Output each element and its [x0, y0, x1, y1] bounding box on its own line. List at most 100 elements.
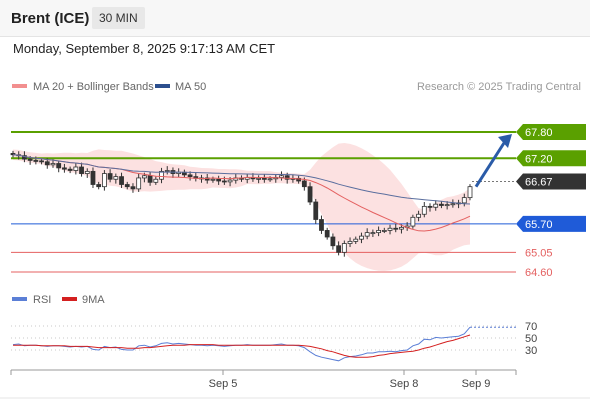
- candle-body: [96, 184, 102, 188]
- credit-text: Research © 2025 Trading Central: [417, 81, 581, 93]
- pivot-label-3: 65.70: [525, 219, 553, 231]
- candle-body: [90, 170, 96, 185]
- candle-body: [141, 175, 147, 179]
- resistance-label-0: 67.80: [525, 127, 553, 139]
- candle-body: [62, 167, 67, 170]
- candle-body: [421, 205, 427, 215]
- rsi-tick-30: 30: [525, 345, 537, 357]
- candle-body: [296, 177, 302, 182]
- candle-body: [159, 170, 164, 180]
- resistance-tag-0: [516, 124, 586, 140]
- ma50-legend-label: MA 50: [175, 81, 206, 93]
- ma20-legend-swatch: [12, 84, 27, 88]
- candle-body: [187, 174, 193, 178]
- candle-body: [347, 240, 353, 244]
- rsi-legend-swatch: [12, 297, 27, 301]
- forecast-arrow-shaft: [474, 142, 506, 188]
- candle-body: [107, 173, 113, 180]
- candle-body: [324, 230, 330, 238]
- candle-body: [433, 203, 439, 208]
- candle-body: [84, 170, 90, 174]
- timestamp: Monday, September 8, 2025 9:17:13 AM CET: [13, 41, 276, 56]
- candle-body: [319, 219, 324, 231]
- candle-body: [136, 177, 142, 190]
- candle-body: [444, 204, 450, 207]
- candle-body: [44, 161, 50, 166]
- candle-body: [370, 232, 376, 235]
- candle-body: [376, 230, 382, 234]
- candle-body: [113, 176, 119, 180]
- rsi-ma-legend-swatch: [62, 297, 77, 301]
- candle-body: [56, 163, 62, 169]
- candle-body: [67, 168, 73, 171]
- candle-body: [416, 213, 421, 218]
- candle-body: [33, 160, 39, 162]
- candle-body: [130, 186, 136, 190]
- candle-body: [427, 205, 433, 208]
- current-label-2: 66.67: [525, 176, 553, 188]
- candle-body: [164, 170, 170, 172]
- candle-body: [439, 203, 444, 206]
- interval-button[interactable]: 30 MIN: [92, 7, 145, 29]
- candle-body: [79, 166, 84, 174]
- x-tick-label: Sep 5: [209, 378, 238, 390]
- candle-body: [210, 178, 216, 181]
- ma50-legend-swatch: [155, 84, 170, 88]
- candle-body: [124, 184, 130, 188]
- candle-body: [307, 186, 313, 203]
- support-label-5: 64.60: [525, 267, 553, 279]
- candle-body: [330, 236, 336, 247]
- candle-body: [39, 160, 44, 163]
- candle-body: [147, 175, 153, 183]
- pivot-tag-3: [516, 215, 586, 232]
- rsi-tick-70: 70: [525, 321, 537, 333]
- candle-body: [221, 180, 227, 183]
- candle-body: [381, 230, 387, 232]
- resistance-tag-1: [516, 150, 586, 167]
- support-label-4: 65.05: [525, 247, 553, 259]
- candle-body: [153, 178, 159, 183]
- candle-body: [227, 179, 233, 183]
- instrument-title: Brent (ICE): [11, 10, 90, 27]
- candle-body: [261, 177, 267, 180]
- x-tick-label: Sep 8: [390, 378, 419, 390]
- rsi-tick-50: 50: [525, 333, 537, 345]
- candle-body: [313, 201, 319, 220]
- rsi-ma-legend-label: 9MA: [82, 294, 105, 306]
- candle-body: [461, 197, 467, 204]
- rsi-line: [12, 326, 471, 362]
- candle-body: [22, 155, 27, 160]
- candle-body: [393, 227, 399, 230]
- candle-body: [27, 158, 33, 161]
- chart-header: Brent (ICE) 30 MIN: [0, 0, 590, 37]
- candle-body: [410, 216, 416, 227]
- candle-body: [267, 178, 273, 181]
- candle-body: [341, 243, 347, 253]
- ma20-legend-label: MA 20 + Bollinger Bands: [33, 81, 154, 93]
- candle-body: [467, 186, 473, 199]
- forecast-arrowhead: [498, 134, 512, 148]
- candle-body: [73, 166, 79, 171]
- bollinger-band: [13, 143, 470, 271]
- candle-body: [353, 238, 359, 242]
- candle-body: [387, 227, 393, 231]
- x-tick-label: Sep 9: [462, 378, 491, 390]
- candle-body: [256, 177, 262, 180]
- candle-body: [399, 226, 404, 230]
- candle-body: [216, 178, 222, 182]
- current-tag-2: [516, 173, 586, 190]
- candle-body: [450, 203, 456, 206]
- candle-body: [50, 163, 56, 166]
- candle-body: [301, 180, 307, 188]
- candle-body: [336, 245, 342, 253]
- candle-body: [359, 235, 364, 240]
- candle-body: [102, 173, 107, 188]
- candle-body: [119, 176, 124, 185]
- ma50-line: [12, 154, 471, 205]
- resistance-label-1: 67.20: [525, 153, 553, 165]
- rsi-ma-line: [13, 334, 471, 358]
- candle-body: [364, 232, 370, 237]
- candle-body: [284, 175, 290, 180]
- candle-body: [279, 175, 284, 178]
